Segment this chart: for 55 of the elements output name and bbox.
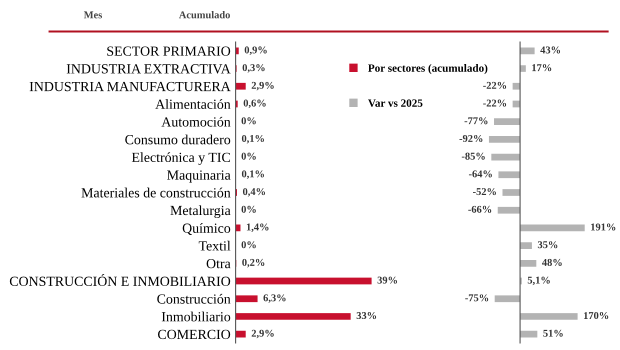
data-label: 35% [538,241,558,248]
data-label: 43% [540,46,560,54]
y-tick-label: SECTOR PRIMARIO [107,46,230,56]
data-label: 5,1% [528,276,550,286]
y-tick-label: Automoción [161,116,231,127]
y-tick-label: INDUSTRIA EXTRACTIVA [66,64,231,74]
data-label: -22% [483,82,506,89]
data-label: 0% [242,241,256,248]
data-label: 0,2% [242,258,264,268]
data-label: 0,1% [242,170,264,179]
data-label: 0% [242,206,256,213]
y-tick-label: CONSTRUCCIÓN E INMOBILIARIO [10,274,230,286]
data-label: 2,9% [252,330,274,338]
legend-label: Por sectores (acumulado) [368,64,488,74]
data-label: 39% [378,276,398,284]
data-label: -75% [465,294,488,302]
y-tick-label: Consumo duradero [125,134,230,144]
text: Mes [84,11,102,18]
data-label: -66% [468,206,492,213]
data-label: 6,3% [263,294,286,303]
data-label: 0,4% [242,188,266,197]
y-tick-label: Materiales de construcción [82,188,231,198]
data-label: -85% [462,152,485,160]
data-label: 33% [356,312,376,320]
data-label: 1,4% [246,223,268,232]
y-tick-label: COMERCIO [158,330,230,340]
data-label: -64% [468,170,492,178]
data-label: 51% [543,330,563,337]
data-label: -52% [473,188,496,196]
data-label: 0,3% [242,64,265,73]
y-tick-label: Inmobiliario [162,312,230,322]
y-tick-label: INDUSTRIA MANUFACTURERA [30,82,231,92]
y-tick-label: Construcción [157,294,231,304]
y-tick-label: Alimentación [155,99,231,109]
y-tick-label: Electrónica y TIC [132,152,230,165]
data-label: -22% [483,100,506,107]
data-label: 0,6% [244,100,266,108]
legend-label: Var vs 2025 [368,99,422,107]
y-tick-label: Maquinaria [167,170,231,183]
data-label: 191% [591,223,616,231]
data-label: 17% [532,64,552,72]
data-label: 170% [584,312,608,320]
data-label: 2,9% [252,82,274,90]
y-tick-label: Químico [182,223,230,235]
y-tick-label: Textil [198,240,230,251]
data-label: 0% [242,152,256,160]
data-label: -92% [459,134,482,142]
data-label: 48% [542,258,562,266]
data-label: 0,1% [242,134,264,144]
data-label: 0,9% [244,46,267,55]
data-label: -77% [464,117,488,124]
y-tick-label: Metalurgia [170,205,231,218]
text: Acumulado [178,11,230,18]
data-label: 0% [242,117,256,124]
y-tick-label: Otra [206,258,231,268]
